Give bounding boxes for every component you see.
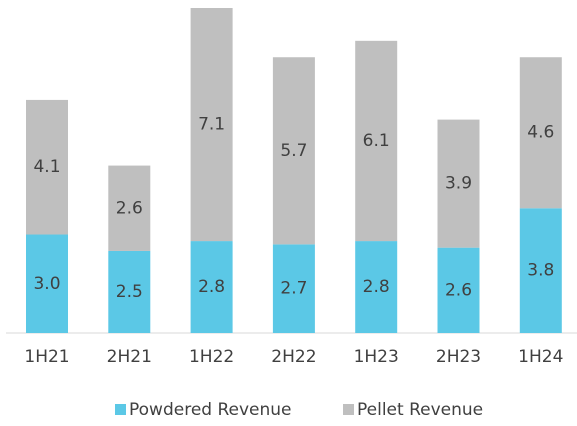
data-label: 5.7 xyxy=(280,141,307,161)
bar-segment xyxy=(437,119,480,248)
bar-segment xyxy=(190,241,233,333)
legend-swatch xyxy=(343,404,354,415)
data-label: 4.6 xyxy=(527,123,554,143)
x-tick-label: 2H22 xyxy=(271,347,316,367)
data-label: 2.6 xyxy=(116,198,143,218)
x-tick-label: 1H23 xyxy=(354,347,399,367)
bar-segment xyxy=(355,241,398,333)
data-label: 3.8 xyxy=(527,261,554,281)
data-label: 6.1 xyxy=(363,131,390,151)
bar-segment xyxy=(519,57,562,209)
bar-segment xyxy=(26,99,68,235)
legend-label: Pellet Revenue xyxy=(357,400,483,420)
bar-segment xyxy=(437,247,480,333)
data-label: 3.0 xyxy=(33,274,60,294)
bar-segment xyxy=(272,57,315,245)
x-tick-label: 2H23 xyxy=(436,347,481,367)
legend-swatch xyxy=(115,404,126,415)
bar-segment xyxy=(190,8,233,242)
bar-segment xyxy=(355,40,398,242)
legend-label: Powdered Revenue xyxy=(129,400,292,420)
data-label: 3.9 xyxy=(445,174,472,194)
data-label: 2.8 xyxy=(363,277,390,297)
x-tick-label: 1H22 xyxy=(189,347,234,367)
bar-segment xyxy=(108,165,151,251)
x-tick-label: 2H21 xyxy=(107,347,152,367)
data-label: 7.1 xyxy=(198,115,225,135)
data-label: 4.1 xyxy=(33,157,60,177)
data-label: 2.7 xyxy=(280,279,307,299)
bar-segment xyxy=(26,234,68,333)
data-label: 2.5 xyxy=(116,282,143,302)
x-tick-label: 1H24 xyxy=(518,347,563,367)
bar-segment xyxy=(519,208,562,333)
data-label: 2.6 xyxy=(445,280,472,300)
x-tick-label: 1H21 xyxy=(24,347,69,367)
bar-segment xyxy=(108,250,151,333)
data-label: 2.8 xyxy=(198,277,225,297)
bar-segment xyxy=(272,244,315,333)
